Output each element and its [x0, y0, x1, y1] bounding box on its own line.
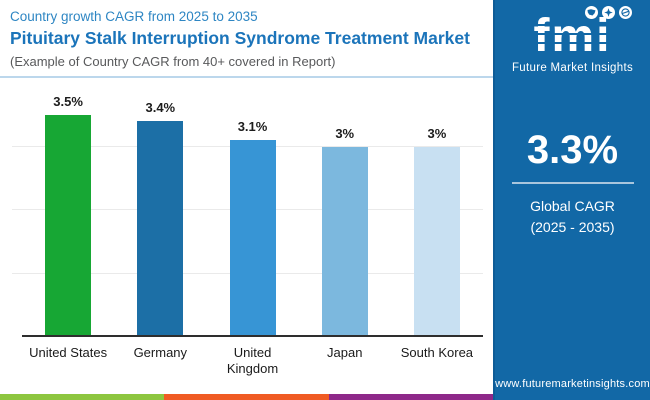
x-axis-label: United States	[29, 345, 108, 360]
x-axis-labels: United States Germany United Kingdom Japan S…	[22, 345, 483, 378]
global-cagr-label-line1: Global CAGR	[530, 198, 615, 214]
bar	[229, 140, 276, 337]
map-icon	[585, 6, 598, 19]
bar-slot: 3.5%	[22, 92, 114, 337]
x-axis-label: United Kingdom	[226, 345, 279, 377]
header-divider	[0, 76, 493, 78]
global-cagr-label-line2: (2025 - 2035)	[530, 219, 615, 235]
fmi-logo-icons	[495, 6, 650, 20]
x-axis-label: South Korea	[400, 345, 474, 360]
footer-strip-segment	[164, 394, 329, 400]
bar	[321, 146, 368, 337]
bar-slot: 3%	[391, 92, 483, 337]
chart-subtitle: (Example of Country CAGR from 40+ covere…	[10, 54, 336, 69]
global-cagr-value: 3.3%	[526, 128, 619, 172]
chart-header: Country growth CAGR from 2025 to 2035 Pi…	[0, 0, 493, 69]
x-axis-label: Japan	[327, 345, 363, 360]
fmi-wordmark-stripes	[527, 17, 618, 57]
fmi-logo: fmi Future Market Insights	[495, 6, 650, 74]
bar-value-label: 3.4%	[145, 100, 176, 116]
chart-eyebrow: Country growth CAGR from 2025 to 2035	[10, 9, 258, 24]
bar-chart-plot: 3.5% 3.4% 3.1% 3% 3%	[12, 92, 483, 337]
fmi-logo-caption: Future Market Insights	[511, 62, 633, 74]
global-cagr-label: Global CAGR (2025 - 2035)	[495, 196, 650, 238]
footer-strip-segment	[328, 394, 493, 400]
bar-slot: 3%	[299, 92, 391, 337]
bar-value-label: 3.5%	[53, 94, 83, 110]
fmi-wordmark: fmi	[527, 13, 618, 61]
bar	[45, 115, 92, 337]
stat-divider	[511, 182, 634, 184]
bar	[137, 121, 184, 337]
bar-value-label: 3%	[427, 125, 447, 141]
footer-color-strip	[0, 394, 493, 400]
bar-slot: 3.4%	[114, 92, 206, 337]
bars: 3.5% 3.4% 3.1% 3% 3%	[22, 92, 483, 337]
bar-slot: 3.1%	[206, 92, 298, 337]
website-url: www.futuremarketinsights.com	[495, 378, 650, 390]
page-title: Pituitary Stalk Interruption Syndrome Tr…	[10, 28, 470, 48]
compass-icon	[602, 6, 615, 19]
bar	[413, 146, 460, 337]
chart-section: Country growth CAGR from 2025 to 2035 Pi…	[0, 0, 493, 400]
global-cagr-stat: 3.3% Global CAGR (2025 - 2035)	[495, 130, 650, 238]
x-axis-label: Germany	[133, 345, 188, 360]
globe-icon	[619, 6, 632, 19]
footer-strip-segment	[0, 394, 165, 400]
x-axis-line	[22, 335, 483, 337]
bar-value-label: 3%	[335, 125, 355, 141]
brand-panel: fmi Future Market Insights 3.3% Global C…	[493, 0, 650, 400]
bar-value-label: 3.1%	[237, 119, 268, 135]
